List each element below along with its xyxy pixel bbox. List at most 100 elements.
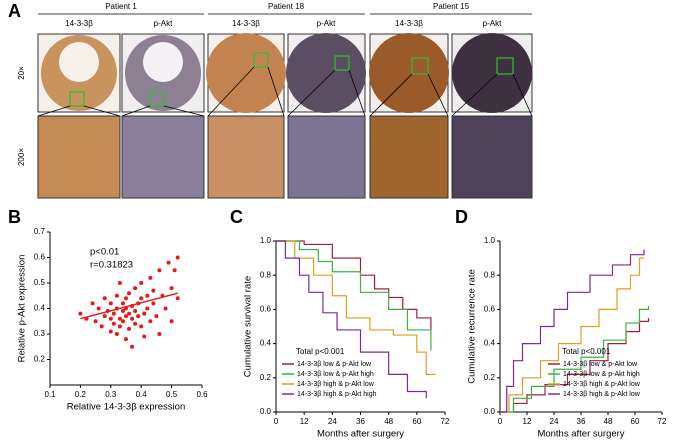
tissue-core	[143, 42, 183, 82]
point	[127, 311, 132, 316]
legend-label: 14-3-3β low & p-Akt low	[563, 361, 638, 368]
x-tick-label: 72	[658, 417, 667, 426]
zoom-lines	[37, 66, 533, 117]
patient-label: Patient 18	[268, 2, 305, 11]
y-tick-label: 0.5	[34, 278, 46, 287]
y-tick-label: 1.0	[260, 236, 272, 245]
y-tick-label: 1.0	[484, 236, 496, 245]
x-tick-label: 0	[274, 417, 279, 426]
y-tick-label: 0.2	[484, 373, 496, 382]
annotation: r=0.31823	[90, 260, 133, 271]
x-tick-label: 0.5	[166, 390, 178, 399]
point	[127, 326, 132, 331]
point	[111, 311, 116, 316]
point	[142, 311, 147, 316]
panel-label: C	[230, 207, 243, 227]
x-tick-label: 72	[441, 417, 450, 426]
image	[37, 115, 121, 199]
stain-label: p-Akt	[317, 19, 336, 28]
magnification: 200×	[17, 148, 26, 166]
point	[151, 301, 156, 306]
point	[151, 288, 156, 293]
image	[207, 115, 285, 199]
y-tick-label: 0.2	[260, 373, 272, 382]
point	[127, 291, 132, 296]
point	[145, 306, 150, 311]
x-tick-label: 0.6	[196, 390, 208, 399]
point	[111, 321, 116, 326]
step-line	[500, 257, 644, 413]
step-line	[500, 249, 645, 413]
point	[145, 293, 150, 298]
image	[287, 115, 366, 199]
stain-label: p-Akt	[483, 19, 502, 28]
y-tick-label: 0.0	[260, 407, 272, 416]
y-tick-label: 0.2	[34, 355, 46, 364]
legend-title: Total p<0.001	[562, 347, 611, 356]
point	[120, 309, 125, 314]
x-tick-label: 36	[577, 417, 586, 426]
tissue-images	[37, 13, 533, 199]
point	[175, 255, 180, 260]
point	[175, 296, 180, 301]
x-tick-label: 60	[631, 417, 640, 426]
y-tick-label: 0.4	[260, 339, 272, 348]
patient-label: Patient 1	[105, 2, 137, 11]
image	[369, 115, 449, 199]
point	[130, 316, 135, 321]
legend-label: 14-3-3β low & p-Akt high	[297, 371, 374, 378]
x-axis-title: Relative 14-3-3β expression	[67, 402, 185, 413]
y-tick-label: 0.4	[484, 339, 496, 348]
x-axis-title: Months after surgery	[537, 429, 624, 440]
point	[102, 296, 107, 301]
y-tick-label: 0.8	[260, 270, 272, 279]
fit-line	[80, 292, 178, 320]
x-tick-label: 0.1	[44, 390, 56, 399]
y-tick-label: 0.8	[484, 270, 496, 279]
y-tick-label: 0.7	[34, 227, 46, 236]
x-tick-label: 12	[523, 417, 532, 426]
point	[117, 281, 122, 285]
point	[102, 314, 107, 319]
legend-label: 14-3-3β low & p-Akt low	[297, 361, 372, 368]
point	[90, 301, 95, 306]
tissue-core	[452, 33, 532, 113]
point	[78, 311, 83, 316]
tissue-core	[59, 42, 99, 82]
x-tick-label: 0.4	[136, 390, 148, 399]
legend-label: 14-3-3β low & p-Akt high	[563, 371, 640, 378]
y-tick-label: 0.0	[484, 407, 496, 416]
x-tick-label: 0	[498, 417, 503, 426]
point	[114, 332, 119, 336]
step-line	[500, 317, 650, 413]
step-line	[276, 240, 432, 351]
point	[163, 306, 168, 311]
point	[157, 268, 162, 273]
legend-label: 14-3-3β high & p-Akt high	[297, 391, 377, 398]
y-tick-label: 0.6	[484, 305, 496, 314]
point	[139, 296, 144, 301]
legend-label: 14-3-3β high & p-Akt low	[563, 381, 641, 388]
tissue-core	[206, 33, 286, 113]
x-tick-label: 24	[328, 417, 337, 426]
legend-label: 14-3-3β high & p-Akt low	[563, 391, 641, 398]
y-tick-label: 0.6	[34, 253, 46, 262]
point	[117, 324, 122, 329]
point	[124, 314, 128, 319]
step-line	[276, 240, 432, 330]
x-tick-label: 60	[412, 417, 421, 426]
x-tick-label: 36	[356, 417, 365, 426]
point	[108, 301, 113, 306]
image	[451, 115, 533, 199]
point	[142, 334, 147, 339]
y-axis-title: Cumulative survival rate	[243, 276, 254, 377]
point	[148, 275, 153, 280]
x-axis-title: Months after surgery	[317, 429, 404, 440]
y-tick-label: 0.3	[34, 329, 46, 338]
point	[124, 296, 128, 301]
point	[114, 293, 119, 298]
point	[96, 306, 101, 311]
point	[139, 324, 144, 329]
y-axis-title: Cumulative recurrence rate	[467, 269, 478, 384]
